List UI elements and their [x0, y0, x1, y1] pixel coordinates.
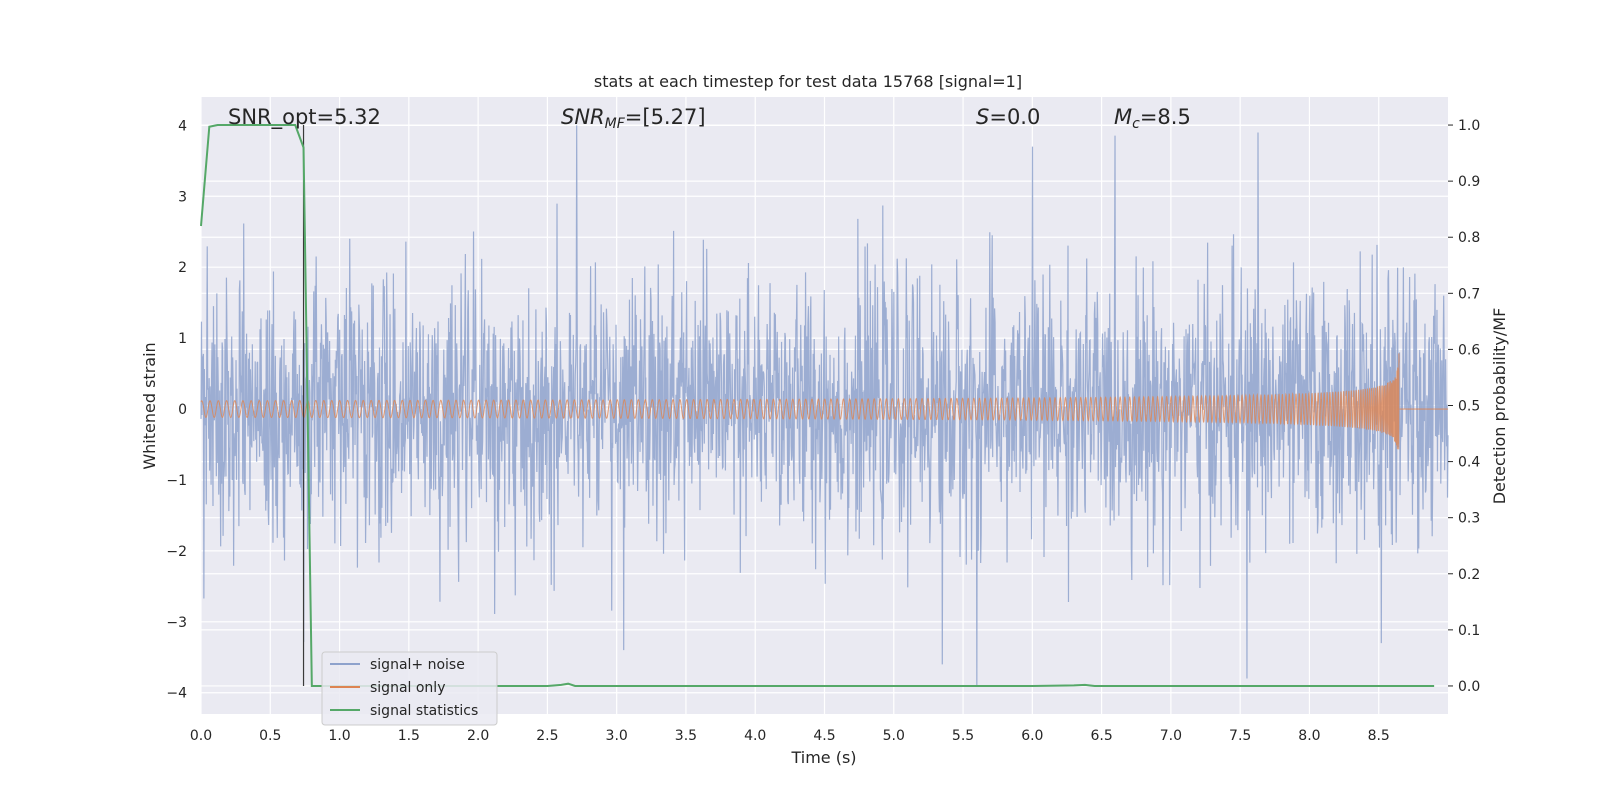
annotation-mc-base: M — [1114, 105, 1132, 129]
legend: signal+ noise signal only signal statist… — [321, 651, 498, 726]
annotation-s-italic: S — [976, 105, 989, 129]
y2-tick-label: 0.1 — [1458, 623, 1480, 639]
annotation-snr-mf-sub: MF — [605, 116, 626, 132]
y2-tick-label: 0.6 — [1458, 342, 1480, 358]
x-axis-ticks: 0.0 0.5 1.0 1.5 2.0 2.5 3.0 3.5 4.0 4.5 5.0 5.5 6.0 6… — [190, 728, 1390, 744]
x-tick-label: 6.5 — [1090, 728, 1112, 744]
y-axis-ticks: −4 −3 −2 −1 0 1 2 3 4 — [166, 118, 187, 701]
legend-label-noise: signal+ noise — [370, 657, 465, 673]
y-tick-label: −2 — [166, 544, 187, 560]
legend-box — [321, 651, 498, 726]
y2-axis-label: Detection probability/MF — [1490, 308, 1509, 505]
x-tick-label: 6.0 — [1021, 728, 1043, 744]
x-tick-label: 4.0 — [744, 728, 766, 744]
annotation-snr-opt: SNR_opt=5.32 — [228, 105, 381, 130]
series-noise-line — [200, 125, 1449, 686]
x-tick-label: 8.5 — [1368, 728, 1390, 744]
legend-label-signal: signal only — [370, 680, 445, 696]
y2-tick-label: 0.0 — [1458, 679, 1480, 695]
annotation-mc-sub: c — [1132, 116, 1140, 132]
x-tick-label: 1.5 — [398, 728, 420, 744]
x-tick-label: 5.0 — [883, 728, 905, 744]
x-tick-label: 3.5 — [675, 728, 697, 744]
annotation-mc: Mc=8.5 — [1114, 105, 1191, 132]
annotation-snr-mf-value: =[5.27] — [625, 105, 706, 129]
y2-tick-label: 0.2 — [1458, 567, 1480, 583]
annotation-s-value: =0.0 — [989, 105, 1040, 129]
x-axis-label: Time (s) — [790, 748, 856, 767]
y-tick-label: −3 — [166, 615, 187, 631]
y-axis-label: Whitened strain — [140, 342, 159, 469]
x-tick-label: 4.5 — [813, 728, 835, 744]
x-tick-label: 2.5 — [536, 728, 558, 744]
y-tick-label: 2 — [178, 260, 187, 276]
y-tick-label: 4 — [178, 118, 187, 134]
y2-tick-label: 0.8 — [1458, 230, 1480, 246]
x-tick-label: 8.0 — [1298, 728, 1320, 744]
y2-axis-ticks: 0.0 0.1 0.2 0.3 0.4 0.5 0.6 0.7 0.8 0.9 1.0 — [1448, 118, 1480, 695]
y-tick-label: −4 — [166, 686, 187, 702]
annotation-s: S=0.0 — [976, 105, 1040, 129]
y2-tick-label: 0.3 — [1458, 511, 1480, 527]
y2-tick-label: 1.0 — [1458, 118, 1480, 134]
y-tick-label: 3 — [178, 189, 187, 205]
x-tick-label: 7.5 — [1229, 728, 1251, 744]
chart-title: stats at each timestep for test data 157… — [594, 72, 1022, 91]
x-tick-label: 3.0 — [606, 728, 628, 744]
series-signal-noise — [200, 125, 1449, 686]
x-tick-label: 1.0 — [328, 728, 350, 744]
y2-tick-label: 0.7 — [1458, 286, 1480, 302]
x-tick-label: 2.0 — [467, 728, 489, 744]
annotation-snr-mf-base: SNR — [561, 105, 605, 129]
annotation-mc-value: =8.5 — [1140, 105, 1191, 129]
legend-label-stats: signal statistics — [370, 703, 478, 719]
series-signal-only-line — [200, 353, 1400, 450]
y-tick-label: 1 — [178, 331, 187, 347]
x-tick-label: 7.0 — [1160, 728, 1182, 744]
x-tick-label: 5.5 — [952, 728, 974, 744]
x-tick-label: 0.5 — [259, 728, 281, 744]
y2-tick-label: 0.5 — [1458, 399, 1480, 415]
series-signal-only — [200, 353, 1448, 450]
annotations: SNR_opt=5.32 SNRMF=[5.27] S=0.0 Mc=8.5 — [228, 105, 1191, 132]
y-tick-label: −1 — [166, 473, 187, 489]
x-tick-label: 0.0 — [190, 728, 212, 744]
y-tick-label: 0 — [178, 402, 187, 418]
y2-tick-label: 0.9 — [1458, 174, 1480, 190]
y2-tick-label: 0.4 — [1458, 455, 1480, 471]
annotation-snr-mf: SNRMF=[5.27] — [561, 105, 706, 132]
